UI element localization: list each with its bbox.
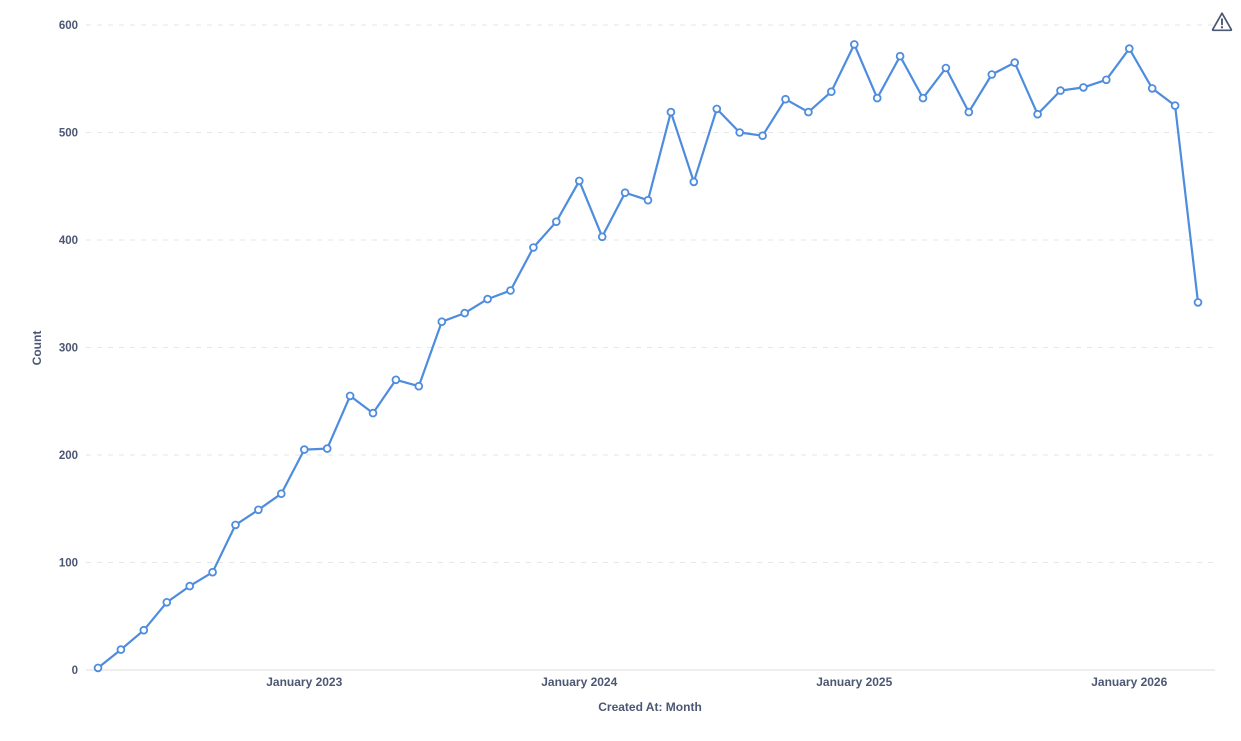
data-point-marker[interactable] <box>895 51 905 61</box>
data-point-marker[interactable] <box>1125 44 1134 53</box>
data-point-marker[interactable] <box>1193 298 1203 307</box>
data-point-marker[interactable] <box>460 308 470 318</box>
data-point-marker[interactable] <box>849 40 859 49</box>
data-point-marker[interactable] <box>1056 86 1065 95</box>
data-point-marker[interactable] <box>1170 101 1180 110</box>
data-point-marker[interactable] <box>483 294 492 304</box>
data-point-marker[interactable] <box>689 177 699 187</box>
series-line <box>96 43 1200 669</box>
y-tick-label: 200 <box>59 450 78 462</box>
data-point-marker[interactable] <box>437 317 447 327</box>
x-tick-label: January 2025 <box>816 675 892 689</box>
x-axis-tick-labels: January 2023 January 2024 January 2025 Janu… <box>266 675 1167 689</box>
x-tick-label: January 2024 <box>541 675 617 689</box>
data-point-marker[interactable] <box>1010 58 1019 67</box>
data-point-marker[interactable] <box>735 128 744 137</box>
chart-warning-button[interactable] <box>1210 10 1234 34</box>
data-point-markers <box>93 40 1203 673</box>
data-point-marker[interactable] <box>231 520 240 530</box>
data-point-marker[interactable] <box>872 93 882 103</box>
y-tick-label: 100 <box>59 558 78 570</box>
y-axis-title: Count <box>30 330 44 366</box>
count-series-path <box>96 43 1200 669</box>
gridlines <box>86 24 1215 671</box>
x-tick-label: January 2023 <box>266 675 342 689</box>
data-point-marker[interactable] <box>1079 83 1088 92</box>
data-point-marker[interactable] <box>918 93 928 103</box>
data-point-marker[interactable] <box>414 381 424 391</box>
data-point-marker[interactable] <box>368 408 378 418</box>
data-point-marker[interactable] <box>322 444 332 453</box>
data-point-marker[interactable] <box>185 581 195 591</box>
data-point-marker[interactable] <box>299 445 309 454</box>
data-point-marker[interactable] <box>826 87 836 96</box>
data-point-marker[interactable] <box>139 625 149 635</box>
data-point-marker[interactable] <box>712 104 722 114</box>
data-point-marker[interactable] <box>781 94 790 104</box>
data-point-marker[interactable] <box>804 107 813 117</box>
data-point-marker[interactable] <box>93 663 103 673</box>
data-point-marker[interactable] <box>574 176 584 186</box>
data-point-marker[interactable] <box>1102 75 1111 85</box>
data-point-marker[interactable] <box>666 107 676 117</box>
data-point-marker[interactable] <box>116 645 126 654</box>
data-point-marker[interactable] <box>1147 84 1157 93</box>
data-point-marker[interactable] <box>597 232 607 242</box>
data-point-marker[interactable] <box>1033 109 1042 119</box>
data-point-marker[interactable] <box>254 505 263 515</box>
warning-triangle-icon[interactable] <box>1210 10 1234 34</box>
data-point-marker[interactable] <box>162 597 172 607</box>
data-point-marker[interactable] <box>964 107 974 117</box>
x-tick-label: January 2026 <box>1091 675 1167 689</box>
data-point-marker[interactable] <box>758 131 767 141</box>
data-point-marker[interactable] <box>506 286 515 295</box>
data-point-marker[interactable] <box>551 217 561 227</box>
y-tick-label: 300 <box>59 343 78 355</box>
data-point-marker[interactable] <box>276 489 286 499</box>
y-tick-label: 400 <box>59 235 78 247</box>
data-point-marker[interactable] <box>941 63 951 73</box>
data-point-marker[interactable] <box>529 243 538 252</box>
data-point-marker[interactable] <box>643 195 653 205</box>
y-tick-label: 600 <box>59 20 78 32</box>
data-point-marker[interactable] <box>391 375 401 385</box>
y-tick-label: 500 <box>59 128 78 140</box>
data-point-marker[interactable] <box>208 567 217 577</box>
data-point-marker[interactable] <box>345 391 355 401</box>
data-point-marker[interactable] <box>987 70 997 79</box>
y-tick-label: 0 <box>72 665 78 677</box>
x-axis-title: Created At: Month <box>598 700 702 714</box>
y-axis-tick-labels: 0 100 200 300 400 500 600 <box>59 20 78 677</box>
data-point-marker[interactable] <box>620 188 630 198</box>
